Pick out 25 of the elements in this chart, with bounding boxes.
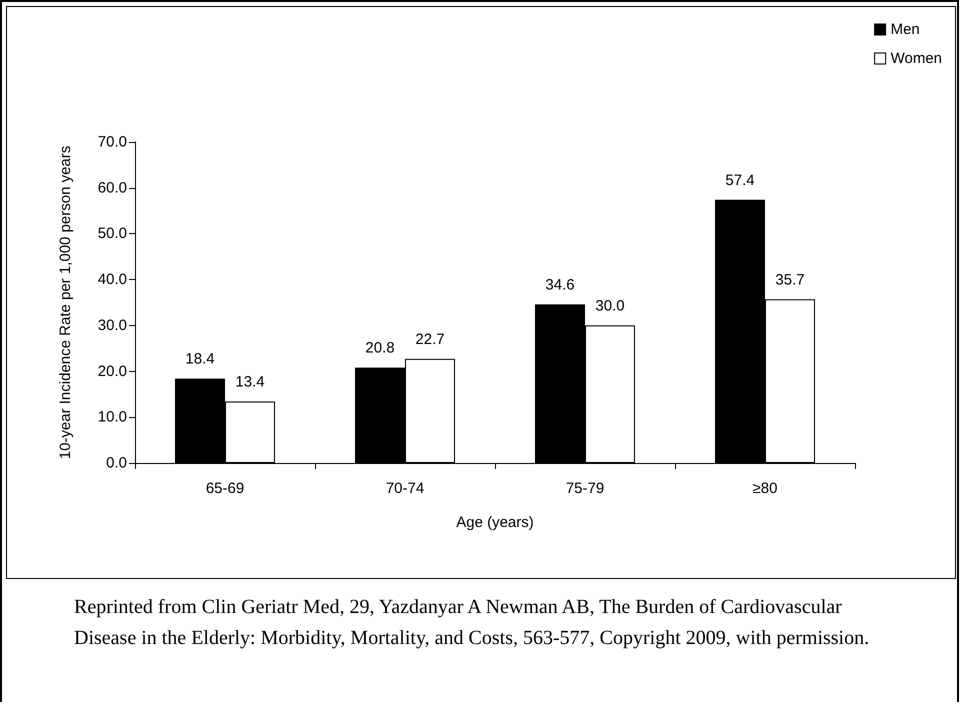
y-axis-title: 10-year Incidence Rate per 1,000 person years [57,146,74,460]
data-label: 20.8 [365,340,395,357]
data-label: 13.4 [235,374,265,391]
data-label: 34.6 [545,276,575,294]
x-tick-label: ≥80 [752,480,778,497]
legend-label: Women [890,50,942,67]
data-label: 18.4 [185,350,215,368]
y-tick-label: 10.0 [98,408,127,426]
y-tick-label: 20.0 [98,362,127,380]
data-label: 30.0 [595,297,625,314]
data-label: 22.7 [415,330,445,348]
data-label: 35.7 [775,271,805,288]
x-tick-label: 65-69 [206,480,244,497]
y-tick-label: 60.0 [98,179,127,196]
y-tick-label: 40.0 [98,271,127,288]
text: Reprinted from Clin Geriatr Med, 29, Yazdanyar A Newman AB, The Burden of Cardiovascular Disease in the Elderly: Morbidity, Mortality, and Costs, 563-577, Copyright 2009, with permission. [74,595,870,651]
data-label: 57.4 [725,172,755,189]
x-tick-label: 75-79 [566,480,604,497]
y-tick-label: 70.0 [98,134,127,150]
y-tick-label: 50.0 [98,225,127,242]
x-axis-title: Age (years) [456,514,534,531]
y-tick-label: 0.0 [106,454,127,472]
y-tick-label: 30.0 [98,316,127,334]
x-tick-label: 70-74 [386,480,424,497]
legend-label: Men [890,21,920,38]
